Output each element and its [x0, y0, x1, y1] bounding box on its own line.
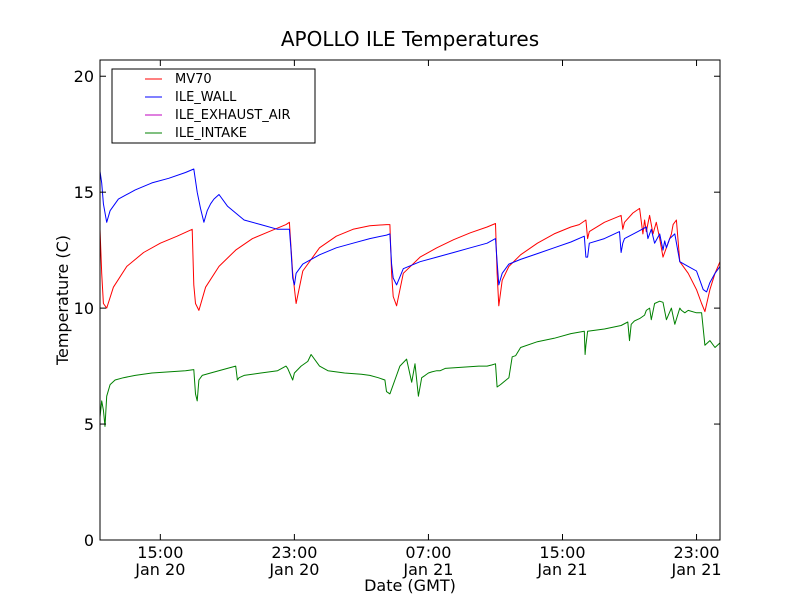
legend-label: MV70: [175, 72, 212, 87]
x-tick-date-label: Jan 20: [134, 560, 185, 579]
x-tick-date-label: Jan 21: [536, 560, 587, 579]
legend-box: [111, 68, 316, 144]
plot-lines: [99, 168, 721, 427]
x-tick-date-label: Jan 20: [268, 560, 319, 579]
y-axis-label: Temperature (C): [53, 235, 72, 366]
y-tick-label: 0: [84, 531, 94, 550]
x-tick-time-label: 15:00: [137, 543, 183, 562]
legend-label: ILE_INTAKE: [175, 126, 247, 141]
x-tick-time-label: 15:00: [539, 543, 585, 562]
x-tick-time-label: 23:00: [673, 543, 719, 562]
y-tick-label: 20: [74, 67, 94, 86]
x-tick-time-label: 07:00: [405, 543, 451, 562]
series-line-ile-wall: [99, 168, 721, 293]
y-tick-label: 10: [74, 299, 94, 318]
legend-label: ILE_WALL: [175, 90, 237, 105]
series-line-mv70: [99, 207, 721, 313]
legend: MV70 ILE_WALL ILE_EXHAUST_AIR ILE_INTAKE: [111, 68, 316, 144]
plot-frame: [99, 59, 721, 541]
y-tick-label: 15: [74, 183, 94, 202]
y-tick-label: 5: [84, 415, 94, 434]
x-tick-date-label: Jan 21: [402, 560, 453, 579]
x-axis-label: Date (GMT): [364, 576, 456, 595]
x-tick-time-label: 23:00: [271, 543, 317, 562]
chart-title: APOLLO ILE Temperatures: [281, 27, 539, 51]
series-line-ile-intake: [99, 300, 721, 427]
x-tick-date-label: Jan 21: [670, 560, 721, 579]
legend-label: ILE_EXHAUST_AIR: [175, 108, 291, 123]
